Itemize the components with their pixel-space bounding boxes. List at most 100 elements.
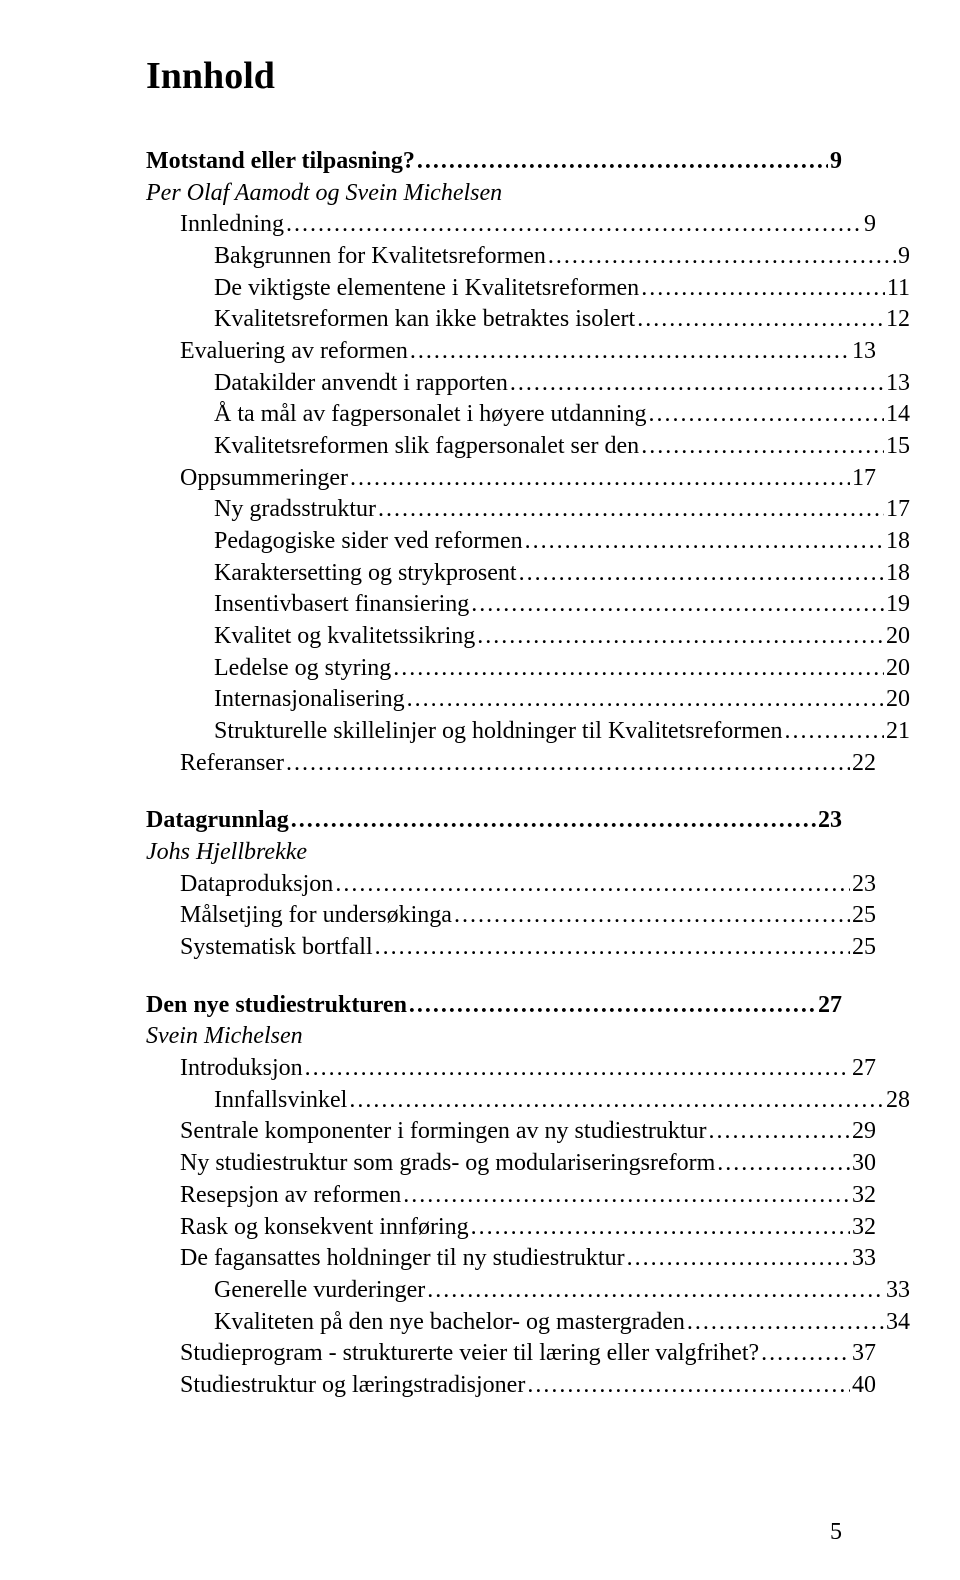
toc-leader-dots: ........................................… xyxy=(641,431,884,463)
toc-entry: De viktigste elementene i Kvalitetsrefor… xyxy=(214,273,910,305)
toc-entry-page: 22 xyxy=(852,748,876,780)
toc-entry-page: 14 xyxy=(886,399,910,431)
toc-leader-dots: ........................................… xyxy=(637,304,884,336)
toc-entry: Kvalitet og kvalitetssikring............… xyxy=(214,621,910,653)
toc-entry: Johs Hjellbrekke xyxy=(146,837,842,869)
toc-entry-page: 20 xyxy=(886,684,910,716)
toc-entry: De fagansattes holdninger til ny studies… xyxy=(180,1243,876,1275)
toc-entry: Dataproduksjon..........................… xyxy=(180,869,876,901)
toc-leader-dots: ........................................… xyxy=(548,241,896,273)
toc-entry-page: 33 xyxy=(852,1243,876,1275)
toc-entry-page: 12 xyxy=(886,304,910,336)
toc-leader-dots: ........................................… xyxy=(335,869,850,901)
toc-entry: Per Olaf Aamodt og Svein Michelsen xyxy=(146,178,842,210)
toc-leader-dots: ........................................… xyxy=(525,526,884,558)
toc-entry: Oppsummeringer..........................… xyxy=(180,463,876,495)
toc-entry: Kvalitetsreformen kan ikke betraktes iso… xyxy=(214,304,910,336)
toc-entry-page: 33 xyxy=(886,1275,910,1307)
toc-entry-label: Kvalitet og kvalitetssikring xyxy=(214,621,475,653)
toc-entry-label: Insentivbasert finansiering xyxy=(214,589,469,621)
toc-entry-page: 13 xyxy=(886,368,910,400)
toc-entry: Pedagogiske sider ved reformen..........… xyxy=(214,526,910,558)
toc-entry-label: Ny gradsstruktur xyxy=(214,494,376,526)
toc-entry-label: Datakilder anvendt i rapporten xyxy=(214,368,508,400)
toc-entry-label: Introduksjon xyxy=(180,1053,303,1085)
page-number: 5 xyxy=(830,1519,842,1546)
toc-entry-page: 18 xyxy=(886,526,910,558)
toc-entry-page: 20 xyxy=(886,653,910,685)
toc-leader-dots: ........................................… xyxy=(417,146,828,178)
toc-entry-label: Pedagogiske sider ved reformen xyxy=(214,526,523,558)
toc-entry-page: 9 xyxy=(898,241,910,273)
toc-entry-label: Innfallsvinkel xyxy=(214,1085,347,1117)
toc-entry: Studieprogram - strukturerte veier til l… xyxy=(180,1338,876,1370)
toc-entry-label: Kvalitetsreformen kan ikke betraktes iso… xyxy=(214,304,635,336)
toc-entry-label: Kvalitetsreformen slik fagpersonalet ser… xyxy=(214,431,639,463)
toc-entry-label: Studiestruktur og læringstradisjoner xyxy=(180,1370,525,1402)
toc-leader-dots: ........................................… xyxy=(393,653,884,685)
toc-entry-page: 30 xyxy=(852,1148,876,1180)
toc-entry-label: Internasjonalisering xyxy=(214,684,405,716)
toc-entry-label: Målsetjing for undersøkinga xyxy=(180,900,452,932)
toc-leader-dots: ........................................… xyxy=(641,273,885,305)
toc-entry: Ny studiestruktur som grads- og modulari… xyxy=(180,1148,876,1180)
toc-entry-page: 23 xyxy=(852,869,876,901)
toc-leader-dots: ........................................… xyxy=(403,1180,850,1212)
toc-entry-page: 23 xyxy=(818,805,842,837)
toc-entry-page: 20 xyxy=(886,621,910,653)
toc-leader-dots: ........................................… xyxy=(471,1212,850,1244)
toc-entry: Resepsjon av reformen...................… xyxy=(180,1180,876,1212)
toc-leader-dots: ........................................… xyxy=(410,336,850,368)
toc-entry-label: De viktigste elementene i Kvalitetsrefor… xyxy=(214,273,639,305)
toc-entry-page: 32 xyxy=(852,1212,876,1244)
toc-entry-page: 29 xyxy=(852,1116,876,1148)
toc-entry-page: 25 xyxy=(852,900,876,932)
toc-entry: Strukturelle skillelinjer og holdninger … xyxy=(214,716,910,748)
toc-entry: Motstand eller tilpasning?..............… xyxy=(146,146,842,178)
toc-entry-label: Den nye studiestrukturen xyxy=(146,990,407,1022)
toc-entry-label: Bakgrunnen for Kvalitetsreformen xyxy=(214,241,546,273)
toc-leader-dots: ........................................… xyxy=(378,494,884,526)
toc-entry-page: 21 xyxy=(886,716,910,748)
toc-entry-label: Sentrale komponenter i formingen av ny s… xyxy=(180,1116,707,1148)
toc-entry-page: 18 xyxy=(886,558,910,590)
toc-entry-label: Motstand eller tilpasning? xyxy=(146,146,415,178)
toc-leader-dots: ........................................… xyxy=(510,368,884,400)
toc-entry-label: Studieprogram - strukturerte veier til l… xyxy=(180,1338,759,1370)
toc-leader-dots: ........................................… xyxy=(717,1148,850,1180)
toc-entry-page: 37 xyxy=(852,1338,876,1370)
toc-leader-dots: ........................................… xyxy=(527,1370,850,1402)
document-page: Innhold Motstand eller tilpasning?......… xyxy=(0,0,960,1580)
toc-entry-page: 9 xyxy=(830,146,842,178)
toc-leader-dots: ........................................… xyxy=(286,748,850,780)
toc-entry: Datagrunnlag............................… xyxy=(146,805,842,837)
toc-entry-label: Innledning xyxy=(180,209,284,241)
toc-leader-dots: ........................................… xyxy=(286,209,862,241)
toc-entry: Introduksjon............................… xyxy=(180,1053,876,1085)
toc-entry-page: 28 xyxy=(886,1085,910,1117)
toc-leader-dots: ........................................… xyxy=(291,805,816,837)
toc-entry-label: Karaktersetting og strykprosent xyxy=(214,558,517,590)
toc-entry: Innledning..............................… xyxy=(180,209,876,241)
toc-entry-label: Generelle vurderinger xyxy=(214,1275,425,1307)
toc-entry-label: Johs Hjellbrekke xyxy=(146,837,307,869)
toc-entry-page: 13 xyxy=(852,336,876,368)
toc-entry-page: 34 xyxy=(886,1307,910,1339)
toc-entry: Kvaliteten på den nye bachelor- og maste… xyxy=(214,1307,910,1339)
toc-entry-label: Strukturelle skillelinjer og holdninger … xyxy=(214,716,783,748)
toc-entry: Datakilder anvendt i rapporten..........… xyxy=(214,368,910,400)
toc-entry-label: Ledelse og styring xyxy=(214,653,391,685)
toc-leader-dots: ........................................… xyxy=(454,900,850,932)
toc-entry: Referanser..............................… xyxy=(180,748,876,780)
toc-leader-dots: ........................................… xyxy=(349,1085,884,1117)
toc-entry: Karaktersetting og strykprosent.........… xyxy=(214,558,910,590)
toc-leader-dots: ........................................… xyxy=(627,1243,850,1275)
toc-entry: Systematisk bortfall....................… xyxy=(180,932,876,964)
toc-entry-label: Per Olaf Aamodt og Svein Michelsen xyxy=(146,178,502,210)
toc-leader-dots: ........................................… xyxy=(761,1338,850,1370)
toc-entry-label: Dataproduksjon xyxy=(180,869,333,901)
toc-entry: Å ta mål av fagpersonalet i høyere utdan… xyxy=(214,399,910,431)
toc-entry-label: Å ta mål av fagpersonalet i høyere utdan… xyxy=(214,399,647,431)
page-title: Innhold xyxy=(146,54,842,98)
toc-entry-page: 9 xyxy=(864,209,876,241)
